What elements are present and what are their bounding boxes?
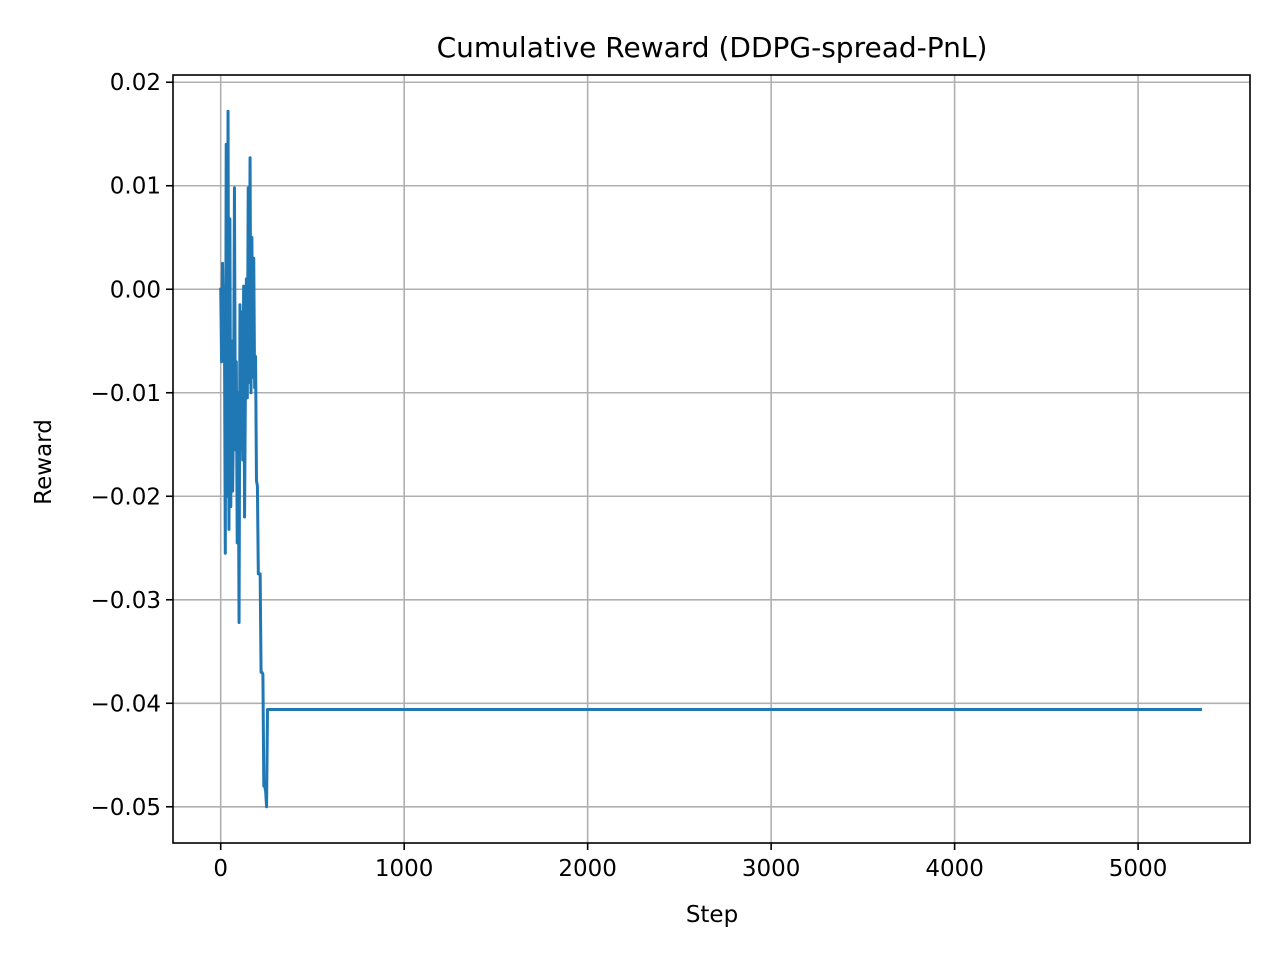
x-tick-label: 4000 <box>925 856 984 882</box>
series-line-0 <box>219 109 1202 809</box>
x-tick-label: 0 <box>213 856 228 882</box>
x-tick-label: 1000 <box>375 856 434 882</box>
x-tick-label: 3000 <box>742 856 801 882</box>
y-tick-label: 0.01 <box>110 174 161 200</box>
grid <box>173 75 1250 843</box>
y-tick-label: −0.05 <box>91 795 161 821</box>
plot-frame <box>172 74 1251 844</box>
y-tick-label: −0.03 <box>91 588 161 614</box>
y-axis-label: Reward <box>31 419 57 505</box>
chart-title: Cumulative Reward (DDPG-spread-PnL) <box>437 31 988 64</box>
y-tick-label: −0.02 <box>91 484 161 510</box>
x-axis-label: Step <box>686 902 738 928</box>
x-tick-label: 2000 <box>558 856 617 882</box>
series-layer <box>219 109 1202 809</box>
y-tick-label: 0.00 <box>110 277 161 303</box>
y-tick-label: −0.01 <box>91 381 161 407</box>
y-tick-label: 0.02 <box>110 70 161 96</box>
x-tick-label: 5000 <box>1109 856 1168 882</box>
ticks: 0 1000 2000 3000 4000 5000 0.02 0.01 0.00 −0.01 −0… <box>91 70 1168 882</box>
y-tick-label: −0.04 <box>91 691 161 717</box>
